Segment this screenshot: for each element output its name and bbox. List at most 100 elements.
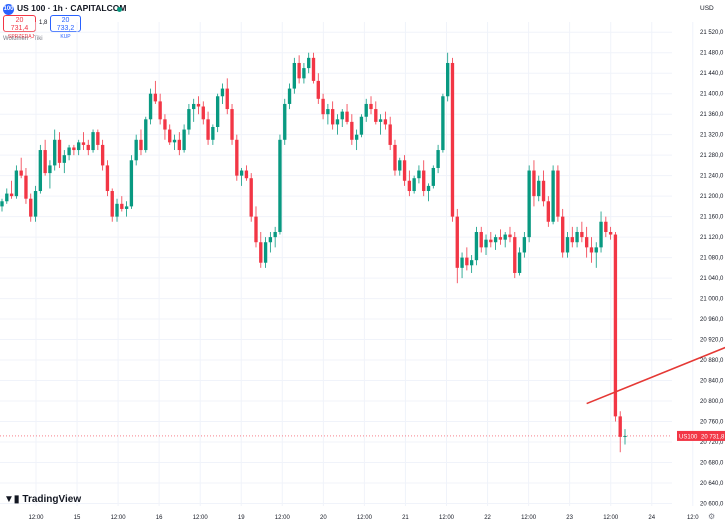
candle-body bbox=[19, 170, 23, 176]
candle-body bbox=[623, 435, 627, 437]
spread-value: 1,8 bbox=[39, 20, 48, 26]
y-tick-label: 21 240,0 bbox=[700, 174, 724, 180]
candle-body bbox=[187, 109, 191, 130]
candle-body bbox=[254, 216, 258, 243]
symbol-title[interactable]: US 100 · 1h · CAPITALCOM bbox=[17, 3, 127, 13]
x-tick-label: 12:00 bbox=[357, 515, 373, 521]
x-tick-label: 19 bbox=[238, 515, 245, 521]
candle-body bbox=[570, 237, 574, 243]
x-tick-label: 12:00 bbox=[603, 515, 619, 521]
candle-body bbox=[321, 98, 325, 115]
candle-body bbox=[9, 193, 14, 197]
buy-label: KUP bbox=[60, 34, 71, 40]
candle-body bbox=[364, 103, 368, 117]
candle-body bbox=[48, 165, 52, 174]
y-tick-label: 20 800,0 bbox=[700, 399, 724, 405]
candle-body bbox=[91, 132, 95, 151]
y-tick-label: 21 160,0 bbox=[700, 215, 724, 221]
candle-body bbox=[105, 165, 110, 192]
candle-body bbox=[110, 191, 114, 217]
candle-body bbox=[369, 103, 373, 110]
candle-body bbox=[153, 93, 158, 102]
y-tick-label: 20 640,0 bbox=[700, 481, 724, 487]
candle-body bbox=[489, 239, 493, 243]
sell-price: 20 731,4 bbox=[10, 17, 29, 32]
candle-body bbox=[604, 221, 608, 232]
x-tick-label: 12:00 bbox=[193, 515, 209, 521]
y-tick-label: 20 720,0 bbox=[700, 440, 724, 446]
candle-body bbox=[354, 134, 359, 140]
candle-body bbox=[383, 119, 388, 125]
candle-body bbox=[407, 180, 412, 192]
candle-body bbox=[316, 80, 320, 99]
price-label-symbol: US100 bbox=[679, 434, 698, 440]
candle-body bbox=[436, 150, 440, 168]
y-tick-label: 20 960,0 bbox=[700, 317, 724, 323]
candle-body bbox=[359, 116, 364, 135]
candle-body bbox=[422, 170, 426, 192]
candle-body bbox=[196, 103, 201, 107]
market-open-icon bbox=[117, 7, 122, 12]
candle-body bbox=[81, 142, 86, 145]
candle-body bbox=[139, 139, 143, 151]
candle-body bbox=[412, 178, 416, 192]
candle-body bbox=[541, 180, 546, 202]
candle-body bbox=[235, 139, 239, 176]
candle-body bbox=[460, 257, 464, 268]
candle-body bbox=[613, 234, 618, 417]
candle-body bbox=[565, 237, 570, 253]
buy-button[interactable]: 20 733,2 KUP bbox=[50, 15, 81, 40]
candle-body bbox=[393, 144, 397, 171]
price-label-value-bg bbox=[699, 430, 725, 441]
candle-body bbox=[441, 96, 445, 151]
candle-body bbox=[100, 144, 105, 166]
candle-body bbox=[431, 167, 435, 186]
sell-label: SPRZEDAJ bbox=[8, 34, 35, 40]
candle-body bbox=[484, 239, 488, 248]
y-tick-label: 20 680,0 bbox=[700, 460, 724, 466]
candle-body bbox=[220, 88, 225, 97]
candle-body bbox=[192, 103, 196, 110]
candle-body bbox=[426, 185, 431, 192]
candle-body bbox=[172, 139, 177, 143]
annotation-arrow bbox=[586, 346, 725, 405]
y-tick-label: 21 200,0 bbox=[700, 194, 724, 200]
candle-body bbox=[263, 242, 268, 263]
candle-body bbox=[374, 109, 378, 122]
tradingview-logo-icon: ▼▮ bbox=[4, 494, 20, 505]
candle-body bbox=[57, 139, 62, 163]
settings-icon[interactable]: ⚙ bbox=[708, 512, 716, 521]
currency-label[interactable]: USD bbox=[700, 5, 714, 12]
y-tick-label: 20 600,0 bbox=[700, 501, 724, 507]
candle-body bbox=[517, 252, 522, 273]
candle-body bbox=[493, 237, 498, 243]
x-tick-label: 12:00 bbox=[111, 515, 127, 521]
volume-indicator-label[interactable]: Wolumen · Tiki bbox=[3, 36, 43, 42]
candle-body bbox=[537, 180, 541, 197]
y-tick-label: 21 280,0 bbox=[700, 153, 724, 159]
candle-body bbox=[575, 231, 579, 243]
candle-body bbox=[522, 237, 527, 253]
candle-body bbox=[546, 201, 551, 222]
candle-body bbox=[239, 170, 244, 176]
chart-grid bbox=[0, 22, 694, 506]
chart-header: 100 US 100 · 1h · CAPITALCOM 20 731,4 SP… bbox=[0, 0, 670, 44]
x-tick-label: 20 bbox=[320, 515, 327, 521]
y-tick-label: 21 360,0 bbox=[700, 112, 724, 118]
candle-body bbox=[5, 193, 9, 202]
candle-body bbox=[215, 96, 220, 127]
candle-body bbox=[417, 170, 421, 179]
candle-body bbox=[532, 170, 536, 197]
y-tick-label: 20 840,0 bbox=[700, 379, 724, 385]
candle-body bbox=[446, 62, 450, 97]
candle-body bbox=[388, 124, 392, 145]
x-tick-label: 12:00 bbox=[275, 515, 291, 521]
candle-body bbox=[177, 139, 181, 151]
candle-body bbox=[580, 231, 584, 238]
candle-body bbox=[72, 147, 76, 151]
candle-body bbox=[561, 216, 565, 253]
candle-body bbox=[76, 142, 81, 151]
x-tick-label: 22 bbox=[484, 515, 491, 521]
y-tick-label: 21 520,0 bbox=[700, 30, 724, 36]
